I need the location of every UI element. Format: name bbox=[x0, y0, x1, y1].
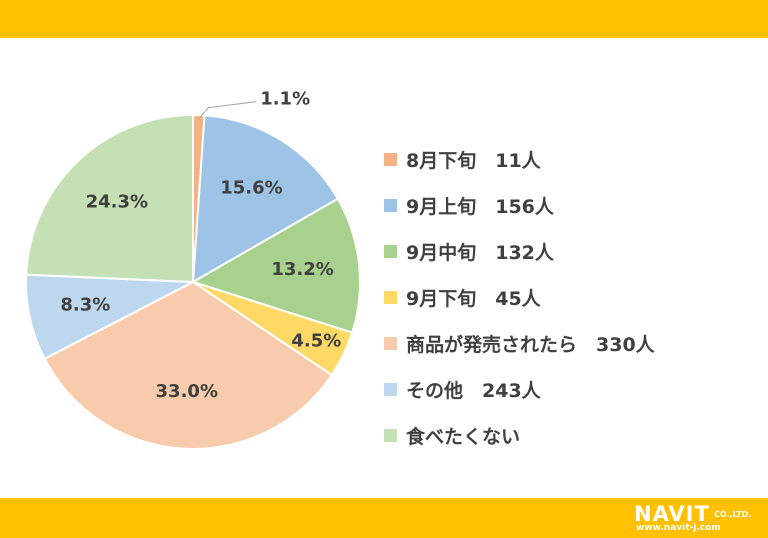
legend-label: 9月上旬 156人 bbox=[406, 195, 554, 218]
legend-item: 9月中旬 132人 bbox=[384, 228, 655, 274]
legend-item: 9月上旬 156人 bbox=[384, 182, 655, 228]
legend-label: その他 243人 bbox=[406, 379, 541, 402]
legend-label: 8月下旬 11人 bbox=[406, 149, 541, 172]
pie-slice bbox=[25, 273, 197, 361]
legend-swatch bbox=[384, 198, 397, 212]
data-label: 8.3% bbox=[60, 295, 110, 316]
legend-swatch bbox=[384, 382, 397, 396]
data-label: 13.2% bbox=[271, 259, 333, 280]
legend-item: 8月下旬 11人 bbox=[384, 136, 655, 182]
data-label: 15.6% bbox=[220, 178, 282, 199]
legend-label: 食べたくない bbox=[406, 425, 521, 448]
leader-line bbox=[198, 101, 257, 120]
pie-slice bbox=[191, 114, 340, 284]
top-banner bbox=[0, 0, 768, 38]
legend-swatch bbox=[384, 336, 397, 350]
data-label: 24.3% bbox=[86, 191, 148, 212]
legend-item: 商品が発売されたら 330人 bbox=[384, 320, 655, 366]
legend-item: 食べたくない bbox=[384, 412, 655, 458]
pie-slice bbox=[25, 113, 194, 284]
legend-swatch bbox=[384, 152, 397, 166]
legend-swatch bbox=[384, 290, 397, 304]
chart-legend: 8月下旬 11人 9月上旬 156人 9月中旬 132人 9月下旬 45人商品が発売さ… bbox=[384, 136, 655, 458]
logo-suffix: CO.,LTD. bbox=[714, 510, 752, 519]
pie-chart: 1.1% 15.6% 13.2% 4.5% 33.0% 8.3% 24.3% bbox=[25, 89, 361, 450]
data-label: 1.1% bbox=[260, 89, 310, 110]
legend-swatch bbox=[384, 428, 397, 442]
logo-name: NAVIT bbox=[634, 502, 710, 526]
pie-slice bbox=[190, 197, 361, 334]
bottom-banner bbox=[0, 498, 768, 538]
company-logo: NAVIT CO.,LTD. www.navit-j.com bbox=[634, 502, 760, 534]
legend-label: 商品が発売されたら 330人 bbox=[406, 333, 655, 356]
legend-item: 9月下旬 45人 bbox=[384, 274, 655, 320]
legend-swatch bbox=[384, 244, 397, 258]
legend-item: その他 243人 bbox=[384, 366, 655, 412]
legend-label: 9月中旬 132人 bbox=[406, 241, 554, 264]
legend-label: 9月下旬 45人 bbox=[406, 287, 541, 310]
data-label: 4.5% bbox=[291, 330, 341, 351]
pie-slice bbox=[43, 280, 334, 450]
data-label: 33.0% bbox=[156, 381, 218, 402]
logo-url: www.navit-j.com bbox=[636, 523, 721, 533]
